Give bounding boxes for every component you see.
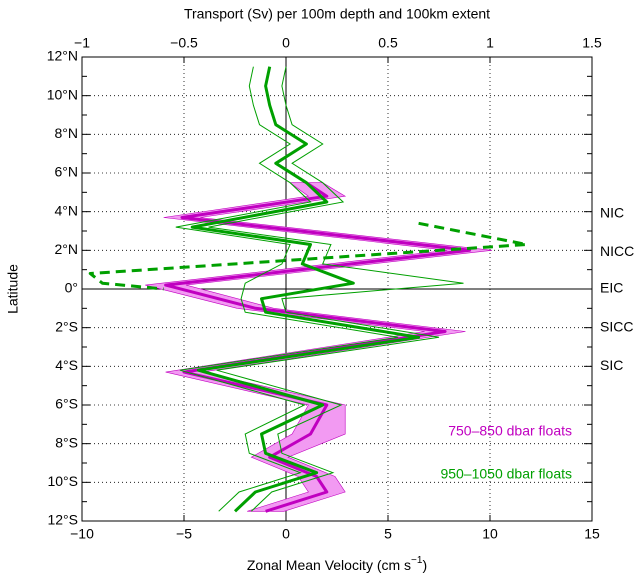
envelope-line xyxy=(175,66,399,512)
y-tick-label: 8°S xyxy=(55,434,78,450)
x-axis-title-text: Zonal Mean Velocity (cm s xyxy=(247,557,411,573)
x2-tick-label: 1 xyxy=(486,35,494,51)
y-tick-label: 12°N xyxy=(47,48,78,64)
envelope-line xyxy=(208,66,464,512)
current-label: SIC xyxy=(600,357,623,373)
x-tick-label: −10 xyxy=(70,526,94,542)
legend-label: 950–1050 dbar floats xyxy=(440,466,572,482)
y-tick-label: 2°S xyxy=(55,318,78,334)
current-label: NIC xyxy=(600,204,624,220)
y-axis-title: Latitude xyxy=(5,264,21,314)
x2-tick-label: 1.5 xyxy=(582,35,602,51)
y-tick-label: 2°N xyxy=(55,241,79,257)
x-axis-title: Zonal Mean Velocity (cm s−1) xyxy=(247,555,427,573)
y-tick-label: 6°N xyxy=(55,164,79,180)
y-tick-label: 8°N xyxy=(55,125,79,141)
uncertainty-band xyxy=(145,182,493,512)
x2-tick-label: 0.5 xyxy=(378,35,398,51)
y-tick-label: 10°N xyxy=(47,86,78,102)
current-label: SICC xyxy=(600,318,633,334)
y-tick-label: 12°S xyxy=(47,512,78,528)
legend-label: 750–850 dbar floats xyxy=(448,423,572,439)
y-tick-label: 4°N xyxy=(55,202,79,218)
y-tick-label: 10°S xyxy=(47,473,78,489)
plot-frame xyxy=(81,56,593,522)
x2-tick-label: −0.5 xyxy=(170,35,198,51)
dashed-line xyxy=(88,221,529,291)
x-tick-label: 15 xyxy=(584,526,600,542)
mean-line xyxy=(190,66,421,513)
x2-tick-label: 0 xyxy=(282,35,290,51)
y-tick-label: 6°S xyxy=(55,396,78,412)
x-tick-label: 5 xyxy=(384,526,392,542)
y-tick-label: 0° xyxy=(65,280,78,296)
top-axis-title: Transport (Sv) per 100m depth and 100km … xyxy=(184,6,490,22)
x2-tick-label: −1 xyxy=(74,35,90,51)
x-axis-title-sup: −1 xyxy=(411,555,423,566)
y-tick-label: 4°S xyxy=(55,357,78,373)
x-tick-label: 10 xyxy=(482,526,498,542)
current-label: EIC xyxy=(600,280,623,296)
current-label: NICC xyxy=(600,243,634,259)
x-tick-label: −5 xyxy=(176,526,192,542)
x-tick-label: 0 xyxy=(282,526,290,542)
x-axis-title-end: ) xyxy=(422,557,427,573)
